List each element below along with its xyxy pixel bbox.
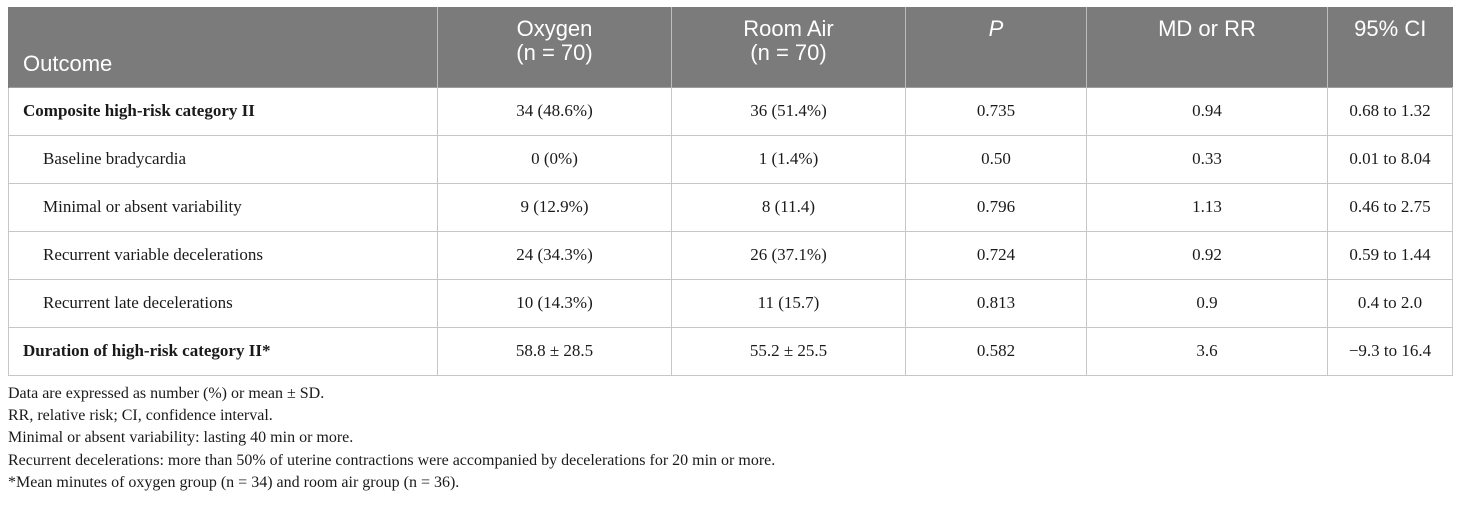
row-label: Composite high-risk category II xyxy=(8,86,438,136)
header-row: Outcome Oxygen (n = 70) Room Air (n = 70… xyxy=(8,7,1453,87)
cell-oxygen: 0 (0%) xyxy=(437,134,672,184)
cell-room-air: 11 (15.7) xyxy=(671,278,906,328)
table-row: Recurrent variable decelerations 24 (34.… xyxy=(8,230,1453,280)
footnote: RR, relative risk; CI, confidence interv… xyxy=(8,406,273,424)
cell-oxygen: 10 (14.3%) xyxy=(437,278,672,328)
cell-ci: −9.3 to 16.4 xyxy=(1327,326,1453,376)
cell-p: 0.796 xyxy=(905,182,1087,232)
cell-oxygen: 58.8 ± 28.5 xyxy=(437,326,672,376)
cell-oxygen: 24 (34.3%) xyxy=(437,230,672,280)
cell-md-rr: 0.92 xyxy=(1086,230,1328,280)
header-md-rr: MD or RR xyxy=(1086,7,1328,87)
cell-md-rr: 3.6 xyxy=(1086,326,1328,376)
header-p-value: P xyxy=(905,7,1087,87)
header-oxygen: Oxygen (n = 70) xyxy=(437,7,672,87)
row-label: Recurrent variable decelerations xyxy=(8,230,438,280)
footnote: *Mean minutes of oxygen group (n = 34) a… xyxy=(8,474,460,492)
cell-p: 0.582 xyxy=(905,326,1087,376)
table-row: Minimal or absent variability 9 (12.9%) … xyxy=(8,182,1453,232)
row-label: Baseline bradycardia xyxy=(8,134,438,184)
cell-md-rr: 1.13 xyxy=(1086,182,1328,232)
cell-room-air: 55.2 ± 25.5 xyxy=(671,326,906,376)
results-table: Outcome Oxygen (n = 70) Room Air (n = 70… xyxy=(8,7,1453,376)
header-ci-label: 95% CI xyxy=(1354,16,1427,41)
cell-p: 0.724 xyxy=(905,230,1087,280)
cell-ci: 0.46 to 2.75 xyxy=(1327,182,1453,232)
footnote: Recurrent decelerations: more than 50% o… xyxy=(8,451,776,469)
header-ci: 95% CI xyxy=(1327,7,1453,87)
cell-ci: 0.01 to 8.04 xyxy=(1327,134,1453,184)
cell-p: 0.50 xyxy=(905,134,1087,184)
header-p-label: P xyxy=(988,16,1004,41)
header-outcome-label: Outcome xyxy=(23,50,113,76)
cell-p: 0.813 xyxy=(905,278,1087,328)
header-room-air-label: Room Air xyxy=(743,16,834,41)
table-row: Duration of high-risk category II* 58.8 … xyxy=(8,326,1453,376)
footnote: Data are expressed as number (%) or mean… xyxy=(8,384,325,402)
row-label: Minimal or absent variability xyxy=(8,182,438,232)
footnote: Minimal or absent variability: lasting 4… xyxy=(8,429,354,447)
header-oxygen-n: (n = 70) xyxy=(516,40,593,65)
header-md-rr-label: MD or RR xyxy=(1158,16,1256,41)
cell-room-air: 36 (51.4%) xyxy=(671,86,906,136)
table-row: Baseline bradycardia 0 (0%) 1 (1.4%) 0.5… xyxy=(8,134,1453,184)
table-row: Recurrent late decelerations 10 (14.3%) … xyxy=(8,278,1453,328)
table-body: Composite high-risk category II 34 (48.6… xyxy=(8,86,1453,376)
cell-room-air: 8 (11.4) xyxy=(671,182,906,232)
row-label: Recurrent late decelerations xyxy=(8,278,438,328)
cell-oxygen: 34 (48.6%) xyxy=(437,86,672,136)
header-room-air-n: (n = 70) xyxy=(750,40,827,65)
cell-ci: 0.68 to 1.32 xyxy=(1327,86,1453,136)
header-outcome: Outcome xyxy=(8,7,438,87)
table-header: Outcome Oxygen (n = 70) Room Air (n = 70… xyxy=(8,7,1453,87)
header-oxygen-label: Oxygen xyxy=(516,16,593,41)
cell-ci: 0.4 to 2.0 xyxy=(1327,278,1453,328)
cell-p: 0.735 xyxy=(905,86,1087,136)
table-footnotes: Data are expressed as number (%) or mean… xyxy=(8,383,1452,495)
cell-md-rr: 0.33 xyxy=(1086,134,1328,184)
cell-ci: 0.59 to 1.44 xyxy=(1327,230,1453,280)
cell-oxygen: 9 (12.9%) xyxy=(437,182,672,232)
table-row: Composite high-risk category II 34 (48.6… xyxy=(8,86,1453,136)
cell-md-rr: 0.94 xyxy=(1086,86,1328,136)
row-label: Duration of high-risk category II* xyxy=(8,326,438,376)
cell-room-air: 26 (37.1%) xyxy=(671,230,906,280)
header-room-air: Room Air (n = 70) xyxy=(671,7,906,87)
cell-room-air: 1 (1.4%) xyxy=(671,134,906,184)
results-table-container: Outcome Oxygen (n = 70) Room Air (n = 70… xyxy=(8,7,1453,495)
cell-md-rr: 0.9 xyxy=(1086,278,1328,328)
